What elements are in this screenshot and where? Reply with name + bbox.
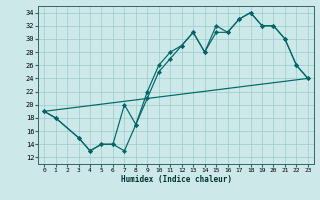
X-axis label: Humidex (Indice chaleur): Humidex (Indice chaleur) (121, 175, 231, 184)
